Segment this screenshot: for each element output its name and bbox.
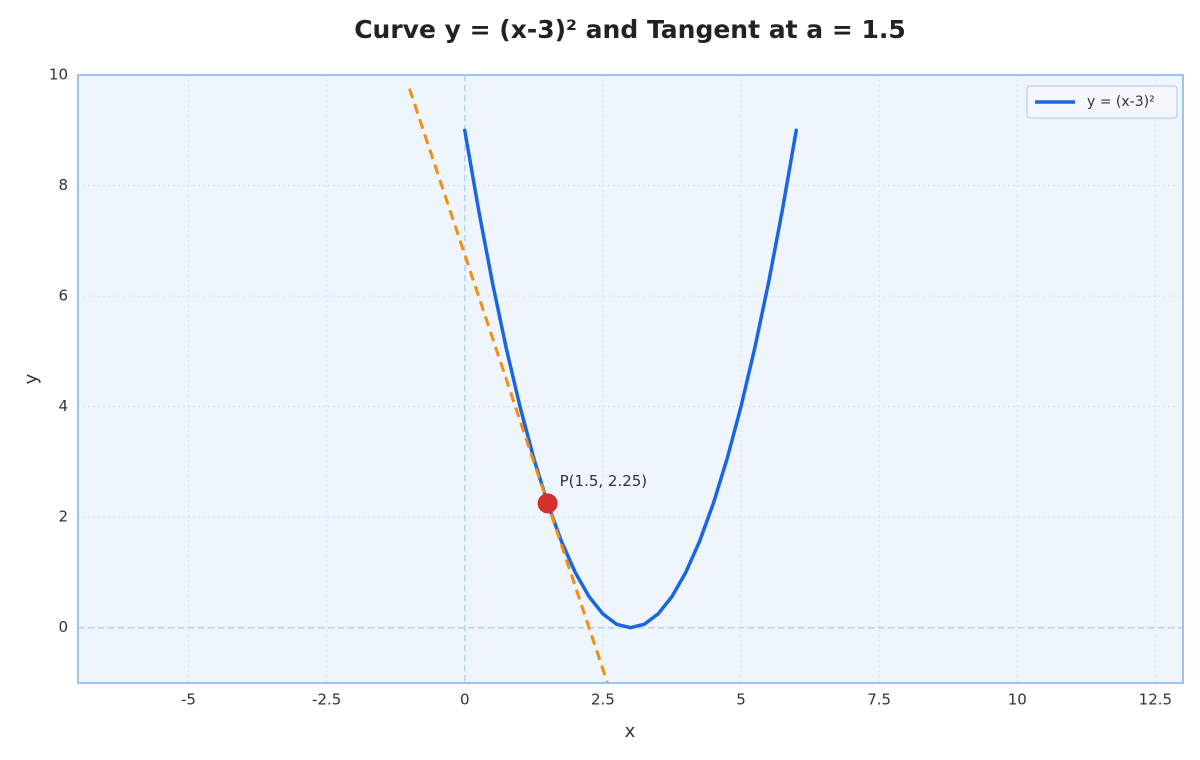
x-tick-label: 10 [1008, 691, 1027, 709]
y-tick-label: 2 [58, 508, 68, 526]
y-tick-label: 10 [49, 66, 68, 84]
y-tick-label: 8 [58, 176, 68, 194]
legend-box [1026, 85, 1178, 119]
y-tick-label: 0 [58, 618, 68, 636]
y-tick-label: 4 [58, 397, 68, 415]
x-tick-label: 7.5 [867, 691, 891, 709]
x-tick-label: 0 [460, 691, 470, 709]
plot-layer [78, 75, 1183, 683]
legend-label: y = (x-3)² [1087, 94, 1155, 110]
x-axis-label: x [625, 721, 636, 742]
y-axis-label: y [21, 373, 42, 384]
x-tick-label: 5 [736, 691, 746, 709]
x-tick-label: 2.5 [591, 691, 615, 709]
plot-area [78, 75, 1183, 683]
point-label: P(1.5, 2.25) [560, 472, 648, 490]
y-tick-label: 6 [58, 287, 68, 305]
tangent-point [537, 493, 558, 514]
curve-line [463, 128, 798, 630]
x-tick-label: 12.5 [1139, 691, 1172, 709]
chart-title: Curve y = (x-3)² and Tangent at a = 1.5 [354, 15, 906, 44]
x-tick-label: -2.5 [312, 691, 341, 709]
tangent-line [408, 88, 610, 683]
plot-border [77, 74, 1184, 684]
x-tick-label: -5 [181, 691, 196, 709]
